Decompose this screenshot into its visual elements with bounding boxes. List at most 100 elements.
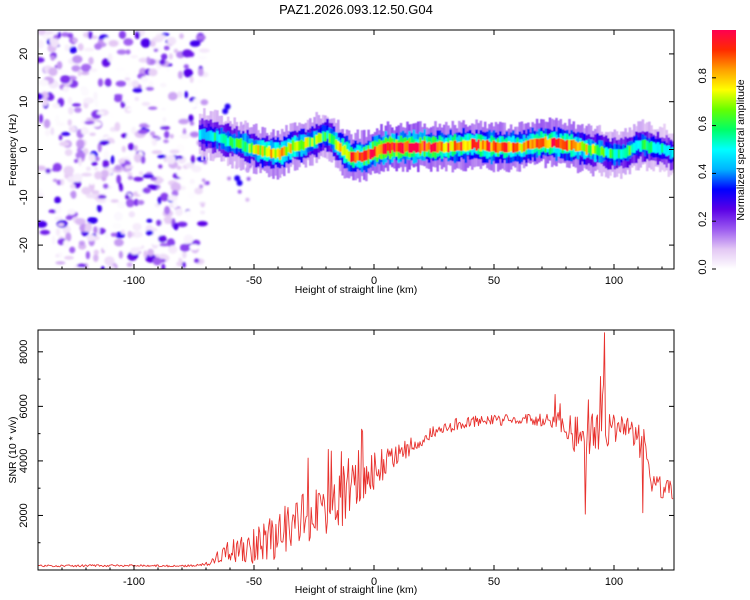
noise-blob: [63, 239, 69, 249]
colorbar-gradient: [712, 30, 736, 269]
noise-blob: [179, 133, 191, 139]
noise-blob: [152, 135, 160, 139]
ridge-segment: [306, 137, 310, 148]
colorbar-tick-label: 0.8: [697, 68, 709, 83]
noise-blob: [148, 68, 158, 77]
ridge-segment: [429, 143, 433, 153]
ridge-segment: [611, 149, 614, 159]
ridge-segment: [609, 148, 612, 159]
noise-blob: [168, 91, 178, 101]
noise-blob: [38, 173, 46, 181]
noise-blob: [50, 127, 55, 136]
ridge-segment: [298, 140, 301, 152]
noise-blob: [156, 219, 162, 226]
noise-blob: [122, 250, 129, 255]
noise-blob: [96, 111, 105, 115]
noise-blob: [44, 30, 54, 35]
ridge-segment: [213, 132, 217, 141]
noise-blob: [167, 195, 178, 202]
ridge-segment: [624, 148, 627, 158]
ridge-segment: [438, 141, 442, 151]
y-tick-label: 10: [18, 96, 30, 108]
ridge-segment: [613, 149, 617, 160]
snr-axes: -100 -50 0 50 100 2000 4000 6000 8000: [18, 330, 674, 588]
ridge-segment: [460, 141, 463, 151]
noise-blob: [74, 107, 82, 113]
y-tick-label: -20: [18, 237, 30, 253]
ridge-segment: [399, 142, 403, 154]
noise-blob: [128, 142, 134, 151]
ridge-segment: [633, 143, 636, 153]
ridge-segment: [490, 142, 493, 152]
ridge-segment: [427, 142, 431, 150]
ridge-segment: [540, 138, 543, 148]
snr-plot-area: [38, 330, 674, 570]
y-tick-label: 0: [18, 146, 30, 152]
ridge-segment: [211, 132, 215, 142]
noise-blob: [51, 235, 56, 245]
ridge-segment: [229, 136, 232, 146]
noise-blob: [124, 165, 134, 169]
noise-blob: [114, 122, 121, 132]
ridge-segment: [620, 149, 623, 159]
y-tick-label: 2000: [18, 503, 30, 527]
ridge-segment: [630, 144, 634, 153]
noise-blob: [38, 79, 49, 86]
ridge-segment: [516, 142, 519, 152]
noise-blob: [131, 231, 143, 238]
noise-blob: [80, 88, 90, 96]
noise-blob: [157, 196, 162, 205]
ridge-segment: [313, 136, 316, 147]
noise-blob: [44, 129, 51, 137]
ridge-segment: [594, 145, 597, 154]
ridge-segment: [222, 134, 226, 144]
noise-blob: [179, 185, 187, 191]
ridge-segment: [455, 142, 459, 151]
noise-blob: [108, 40, 119, 47]
ridge-segment: [468, 140, 472, 150]
noise-blob: [146, 218, 153, 223]
ridge-segment: [568, 139, 571, 151]
noise-blob: [152, 257, 162, 266]
noise-blob: [41, 144, 47, 148]
ridge-segment: [483, 140, 487, 151]
x-tick-label: -100: [123, 275, 145, 287]
noise-blob: [99, 140, 110, 146]
ridge-segment: [656, 142, 660, 153]
noise-blob: [143, 250, 148, 259]
ridge-segment: [481, 140, 485, 150]
noise-blob: [72, 37, 78, 43]
ridge-segment: [520, 143, 524, 153]
noise-blob: [81, 172, 93, 177]
ridge-segment: [637, 140, 640, 149]
noise-blob: [110, 155, 115, 165]
y-tick-label: 6000: [18, 394, 30, 418]
ridge-segment: [412, 143, 416, 152]
noise-blob: [111, 222, 122, 230]
noise-blob: [166, 67, 170, 72]
y-tick-label: -10: [18, 189, 30, 205]
noise-blob: [234, 175, 241, 182]
colorbar-label: Normalized spectral amplitude: [735, 79, 747, 220]
ridge-segment: [548, 138, 552, 147]
ridge-segment: [574, 141, 578, 152]
ridge-segment: [220, 133, 223, 143]
noise-blob: [227, 176, 232, 181]
ridge-segment: [270, 149, 273, 159]
ridge-segment: [453, 140, 457, 152]
ridge-segment: [527, 140, 530, 149]
noise-blob: [149, 131, 156, 137]
ridge-segment: [604, 147, 608, 156]
noise-blob: [191, 165, 202, 173]
ridge-segment: [285, 146, 288, 156]
ridge-segment: [388, 142, 392, 154]
noise-blob: [88, 30, 93, 40]
ridge-segment: [287, 142, 290, 153]
ridge-segment: [408, 143, 411, 153]
noise-blob: [131, 80, 139, 88]
noise-blob: [140, 76, 149, 83]
noise-blob: [84, 222, 92, 232]
noise-blob: [113, 211, 123, 221]
noise-blob: [116, 201, 126, 209]
noise-blob: [164, 205, 171, 215]
